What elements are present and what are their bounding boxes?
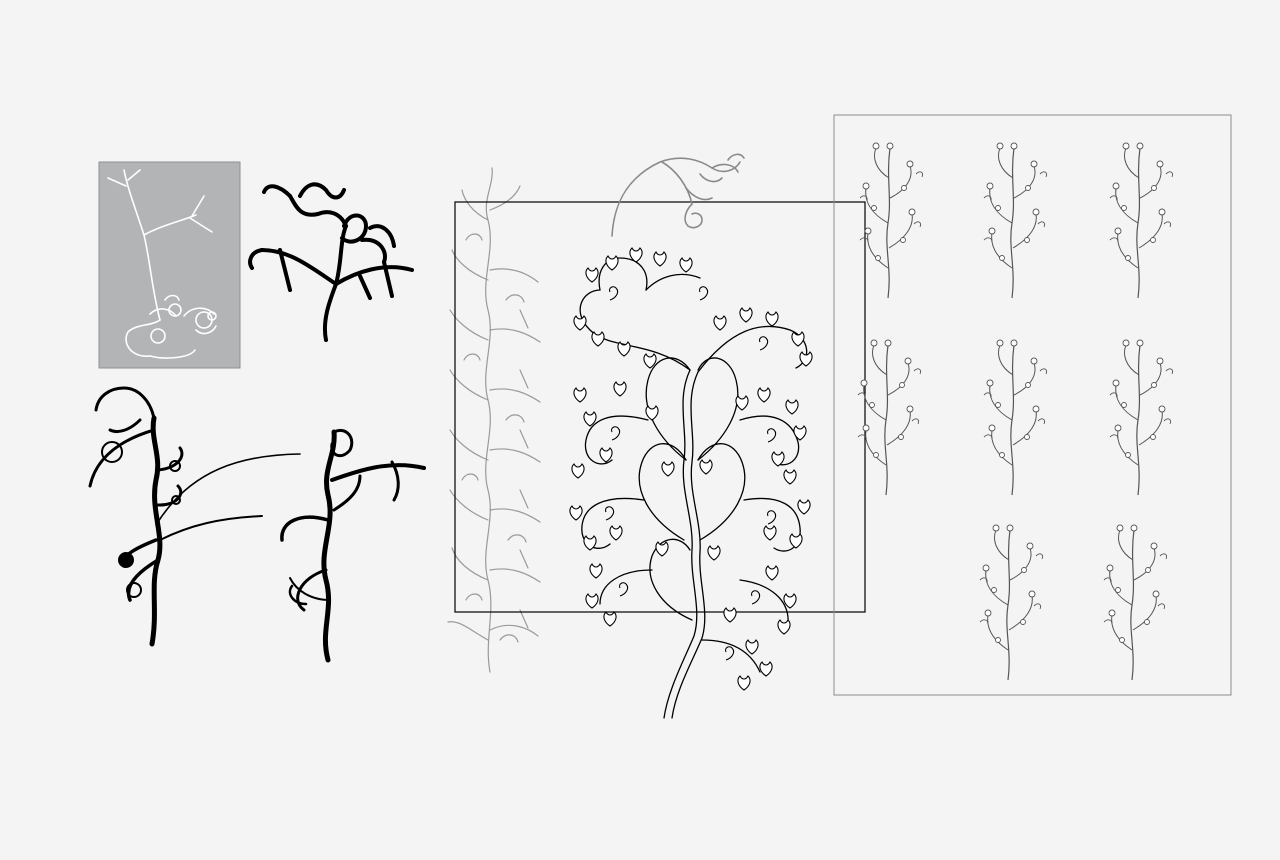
vine-variation-sheet <box>833 114 1232 696</box>
grey-border-vine <box>447 167 541 673</box>
grey-sketch-swatch <box>98 161 241 369</box>
ornate-vine-main <box>579 257 808 719</box>
bold-swirl-branch <box>88 386 301 647</box>
artboard-frame <box>454 201 866 613</box>
grey-curl-sketch <box>611 153 745 237</box>
ornate-vine-curls <box>604 286 777 661</box>
bold-branch-top <box>248 182 414 342</box>
bold-sprout-branch <box>280 429 426 663</box>
